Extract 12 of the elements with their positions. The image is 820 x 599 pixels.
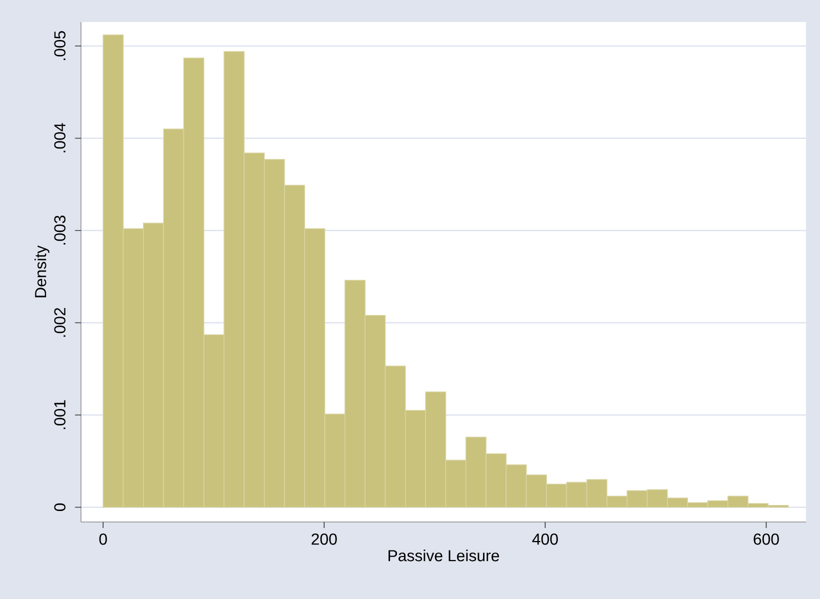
y-tick-label: .002	[54, 308, 66, 337]
y-tick-label: .004	[54, 123, 66, 152]
y-tick-label: 0	[54, 503, 66, 512]
x-tick-label: 400	[532, 534, 558, 545]
x-tick-label: 0	[99, 534, 107, 545]
y-tick-label: .001	[54, 400, 66, 430]
x-tick-label: 200	[312, 534, 337, 545]
x-tick-label: 600	[754, 534, 779, 545]
x-axis-title: Passive Leisure	[388, 550, 500, 562]
y-tick-label: .003	[54, 216, 66, 245]
y-tick-label: .005	[54, 31, 66, 60]
y-axis-title: Density	[34, 245, 50, 298]
